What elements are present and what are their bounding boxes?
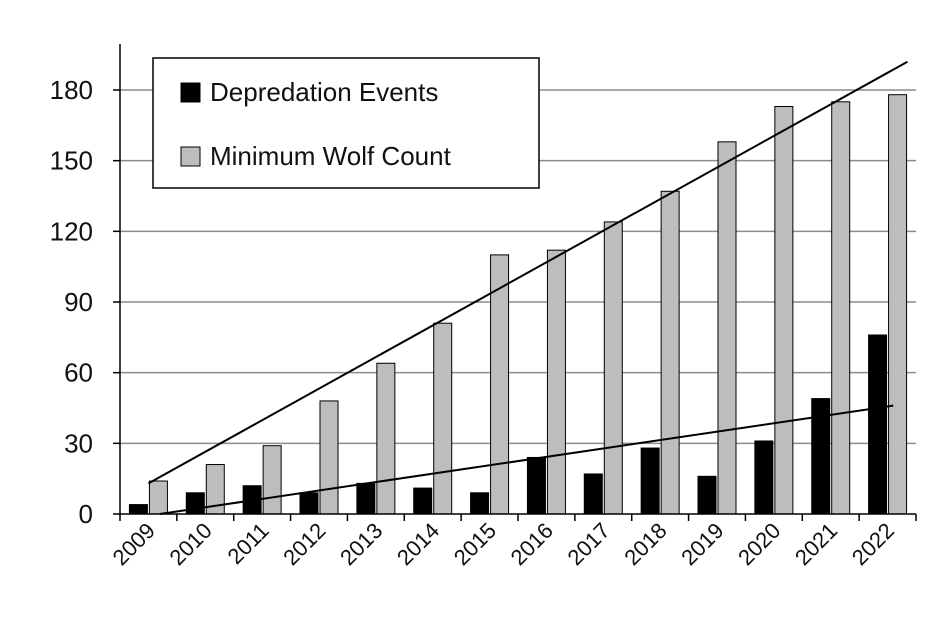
y-tick-label: 60: [64, 358, 93, 388]
legend-swatch-wolf-count: [180, 146, 201, 167]
y-tick-label: 0: [79, 499, 93, 529]
trendline: [147, 60, 908, 485]
bar-depredation-events: [697, 475, 717, 515]
bar-depredation-events: [754, 440, 774, 515]
bar-minimum-wolf-count: [148, 480, 168, 515]
bar-depredation-events: [299, 492, 319, 515]
y-tick-label: 150: [50, 146, 93, 176]
y-tick-label: 180: [50, 75, 93, 105]
bar-minimum-wolf-count: [831, 101, 851, 515]
bar-minimum-wolf-count: [490, 254, 510, 515]
y-tick-label: 90: [64, 287, 93, 317]
bar-depredation-events: [128, 504, 148, 515]
bar-depredation-events: [868, 334, 888, 515]
bar-depredation-events: [640, 447, 660, 515]
bar-depredation-events: [356, 482, 376, 515]
bar-depredation-events: [413, 487, 433, 515]
bar-depredation-events: [185, 492, 205, 515]
legend-swatch-depredation: [180, 82, 201, 103]
bar-depredation-events: [470, 492, 490, 515]
legend-box: [152, 57, 540, 189]
legend-label-depredation: Depredation Events: [210, 77, 438, 107]
bar-minimum-wolf-count: [546, 249, 566, 515]
trendline: [159, 404, 894, 515]
y-tick-label: 30: [64, 428, 93, 458]
bar-minimum-wolf-count: [262, 445, 282, 515]
bar-minimum-wolf-count: [376, 362, 396, 515]
bar-minimum-wolf-count: [660, 190, 680, 515]
bar-minimum-wolf-count: [319, 400, 339, 515]
bar-minimum-wolf-count: [717, 141, 737, 515]
bars: [128, 94, 908, 515]
y-tick-label: 120: [50, 216, 93, 246]
bar-minimum-wolf-count: [888, 94, 908, 515]
bar-minimum-wolf-count: [603, 221, 623, 515]
bar-depredation-events: [526, 456, 546, 515]
bar-depredation-events: [583, 473, 603, 515]
legend: Depredation Events Minimum Wolf Count: [152, 57, 540, 189]
bar-minimum-wolf-count: [774, 105, 794, 515]
bar-minimum-wolf-count: [433, 322, 453, 515]
legend-label-wolf-count: Minimum Wolf Count: [210, 141, 452, 171]
trendlines: [147, 60, 908, 515]
